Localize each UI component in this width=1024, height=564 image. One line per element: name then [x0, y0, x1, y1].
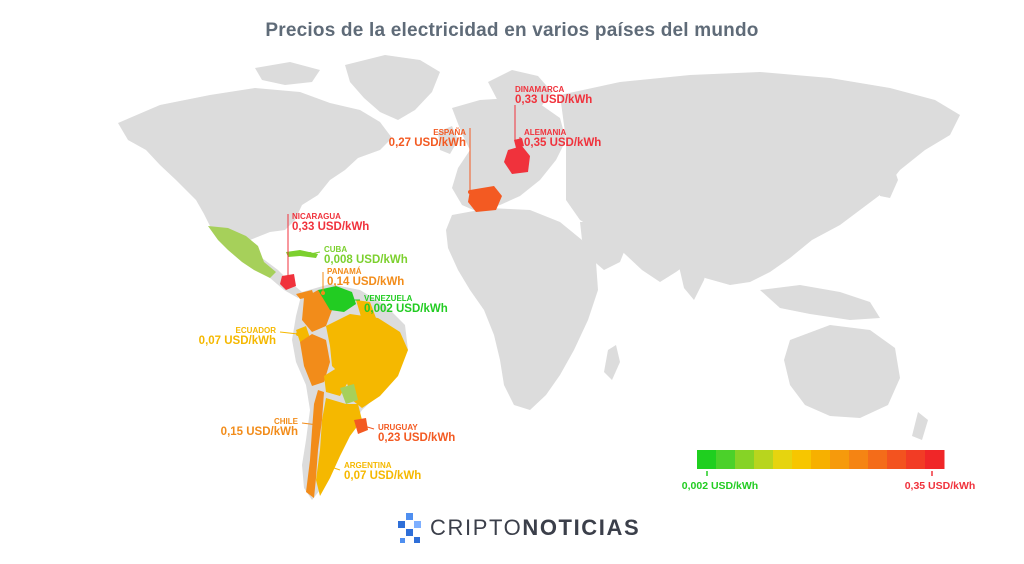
label-value-venezuela: 0,002 USD/kWh [364, 303, 448, 315]
paraguay-shape [340, 384, 358, 404]
new-zealand-land [912, 412, 928, 440]
page-title: Precios de la electricidad en varios paí… [265, 20, 759, 41]
brazil-shape [326, 314, 408, 408]
legend-segment [773, 450, 793, 469]
leader-lines [279, 105, 521, 471]
legend-segment [868, 450, 888, 469]
legend-segment [811, 450, 831, 469]
label-name-alemania: ALEMANIA [524, 128, 566, 137]
legend-segment [830, 450, 850, 469]
legend-segment [754, 450, 774, 469]
label-name-dinamarca: DINAMARCA [515, 85, 565, 94]
uruguay-shape [354, 418, 368, 434]
india-land [676, 238, 712, 300]
japan-land [880, 162, 898, 198]
label-name-espana: ESPAÑA [433, 128, 466, 137]
brand-part-2: NOTICIAS [522, 515, 641, 540]
africa-land [446, 208, 598, 410]
chile-shape [306, 390, 324, 498]
spain-shape [468, 186, 502, 212]
legend-segment [906, 450, 926, 469]
cuba-shape [286, 250, 318, 258]
label-value-nicaragua: 0,33 USD/kWh [292, 221, 369, 233]
denmark-shape [514, 138, 524, 148]
cube-logo-icon [398, 513, 421, 543]
label-name-ecuador: ECUADOR [236, 326, 277, 335]
greenland-land [345, 55, 440, 120]
label-value-espana: 0,27 USD/kWh [389, 137, 466, 149]
colored-countries [208, 138, 530, 498]
venezuela-shape [318, 286, 356, 312]
label-name-chile: CHILE [274, 417, 299, 426]
uk-land [438, 126, 458, 154]
legend-segment [792, 450, 812, 469]
legend-max-label: 0,35 USD/kWh [905, 480, 976, 492]
brand-logo-text: CRIPTONOTICIAS [430, 515, 640, 541]
mexico-shape [208, 226, 276, 278]
legend-segment [849, 450, 869, 469]
leader-dots [286, 148, 522, 468]
label-value-uruguay: 0,23 USD/kWh [378, 432, 455, 444]
australia-land [784, 325, 900, 418]
arctic-islands-land [255, 62, 320, 85]
legend-min-label: 0,002 USD/kWh [682, 480, 758, 492]
peru-shape [300, 334, 330, 386]
label-name-panama: PANAMÁ [327, 267, 362, 276]
southeast-asia-islands-land [760, 285, 880, 320]
label-value-alemania: 0,35 USD/kWh [524, 137, 601, 149]
label-name-venezuela: VENEZUELA [364, 294, 413, 303]
asia-land [560, 72, 960, 285]
legend-segment [925, 450, 945, 469]
legend-segment [716, 450, 736, 469]
brand-part-1: CRIPTO [430, 515, 523, 540]
label-value-dinamarca: 0,33 USD/kWh [515, 94, 592, 106]
label-value-argentina: 0,07 USD/kWh [344, 470, 421, 482]
legend-segment [697, 450, 717, 469]
guianas-shape [356, 300, 376, 320]
germany-shape [504, 146, 530, 174]
label-name-argentina: ARGENTINA [344, 461, 392, 470]
legend-segment [887, 450, 907, 469]
legend-color-bar [697, 450, 945, 469]
arabia-land [580, 222, 628, 270]
label-value-panama: 0,14 USD/kWh [327, 276, 404, 288]
label-value-cuba: 0,008 USD/kWh [324, 254, 408, 266]
legend-segment [735, 450, 755, 469]
label-name-nicaragua: NICARAGUA [292, 212, 341, 221]
land-masses [118, 55, 960, 500]
label-value-chile: 0,15 USD/kWh [221, 426, 298, 438]
madagascar-land [604, 345, 620, 380]
argentina-shape [316, 398, 362, 496]
label-name-cuba: CUBA [324, 245, 347, 254]
scandinavia-land [488, 70, 552, 112]
north-america-land [118, 88, 392, 248]
label-value-ecuador: 0,07 USD/kWh [199, 335, 276, 347]
price-legend: 0,002 USD/kWh 0,35 USD/kWh [682, 450, 976, 492]
label-name-uruguay: URUGUAY [378, 423, 418, 432]
country-labels: DINAMARCA 0,33 USD/kWh ALEMANIA 0,35 USD… [199, 85, 602, 482]
